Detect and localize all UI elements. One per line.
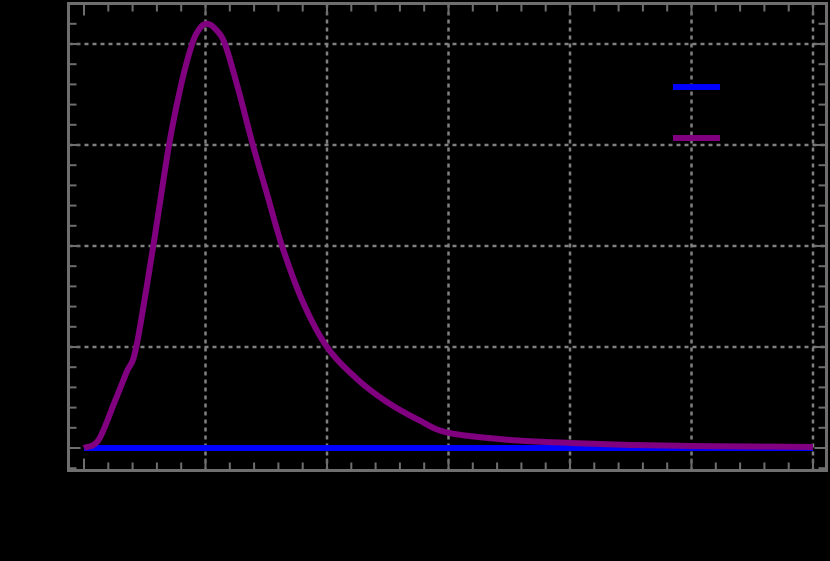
series-line-2: [82, 20, 814, 451]
legend: [673, 84, 720, 141]
grid-lines: [68, 3, 827, 471]
plot-frame: [67, 2, 828, 472]
series-lines: [82, 20, 814, 451]
